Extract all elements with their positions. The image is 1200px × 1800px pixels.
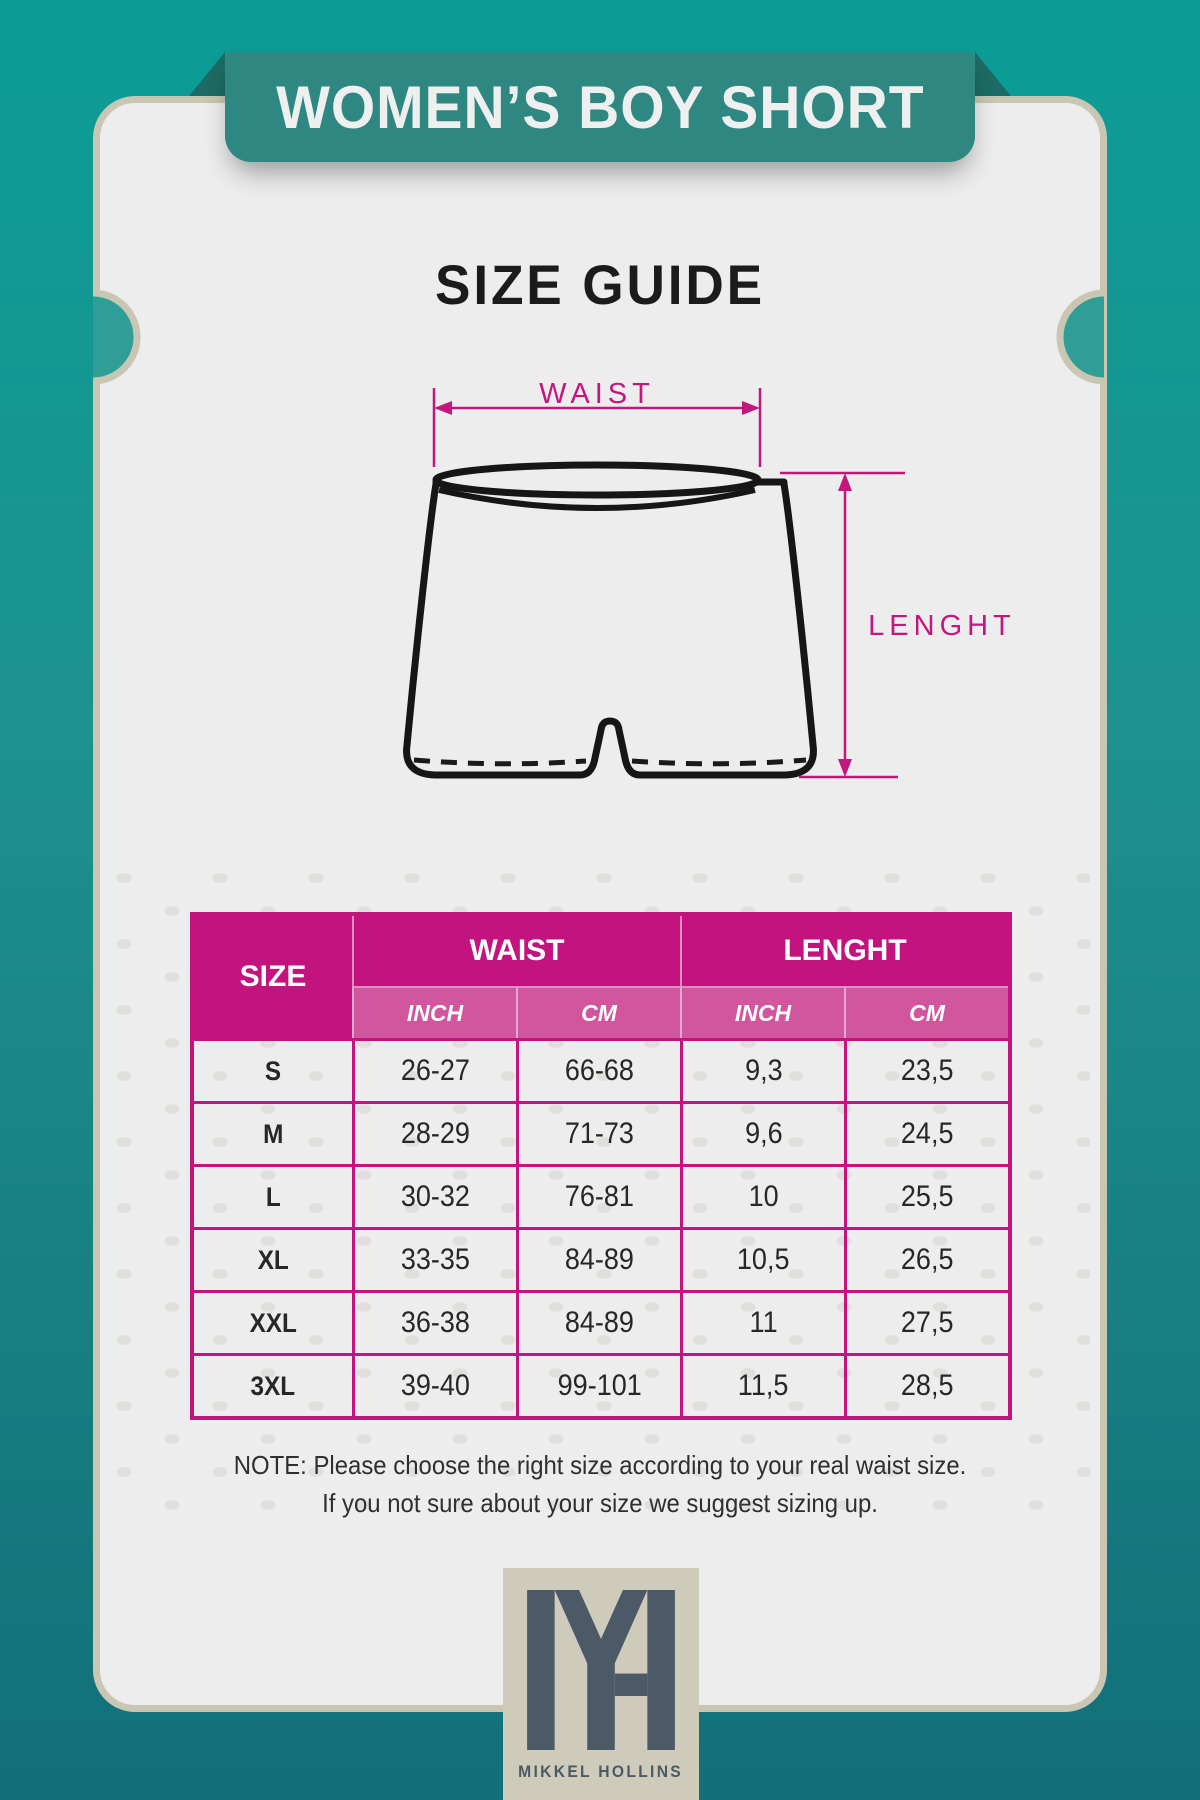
table-cell: 39-40 (352, 1353, 516, 1416)
table-row-size: 3XL (194, 1353, 352, 1416)
table-cell: 99-101 (516, 1353, 680, 1416)
table-cell: 26-27 (352, 1038, 516, 1101)
page-title: SIZE GUIDE (434, 253, 766, 316)
size-table: SIZE WAIST LENGHT INCH CM INCH CM S 26-2… (190, 912, 1012, 1420)
table-cell: 66-68 (516, 1038, 680, 1101)
table-header-size: SIZE (194, 916, 352, 1038)
table-cell: 28-29 (352, 1101, 516, 1164)
brand-name: MIKKEL HOLLINS (518, 1762, 684, 1781)
table-row-size: XXL (194, 1290, 352, 1353)
subheader-length-cm: CM (844, 986, 1008, 1038)
subheader-waist-inch: INCH (352, 986, 516, 1038)
length-arrow (780, 471, 905, 779)
table-cell: 25,5 (844, 1164, 1008, 1227)
table-cell: 28,5 (844, 1353, 1008, 1416)
table-cell: 9,6 (680, 1101, 844, 1164)
table-cell: 30-32 (352, 1164, 516, 1227)
table-cell: 36-38 (352, 1290, 516, 1353)
table-header-waist: WAIST (352, 916, 680, 986)
waist-arrow (432, 388, 762, 467)
right-edge-notch (1056, 289, 1105, 385)
subheader-waist-cm: CM (516, 986, 680, 1038)
left-edge-notch (92, 289, 141, 385)
table-row-size: L (194, 1164, 352, 1227)
note-line-1: NOTE: Please choose the right size accor… (233, 1450, 967, 1480)
table-cell: 11,5 (680, 1353, 844, 1416)
table-cell: 84-89 (516, 1290, 680, 1353)
table-cell: 10 (680, 1164, 844, 1227)
length-arrowheads (838, 473, 852, 777)
table-cell: 23,5 (844, 1038, 1008, 1101)
waist-dimension-label: WAIST (539, 378, 655, 410)
title-banner: WOMEN’S BOY SHORT (225, 52, 975, 162)
table-cell: 24,5 (844, 1101, 1008, 1164)
waist-arrowheads (434, 401, 760, 415)
table-row-size: XL (194, 1227, 352, 1290)
table-cell: 26,5 (844, 1227, 1008, 1290)
length-dimension-label: LENGHT (868, 610, 1010, 642)
brand-tab: MIKKEL HOLLINS (503, 1568, 699, 1800)
subheader-length-inch: INCH (680, 986, 844, 1038)
table-cell: 9,3 (680, 1038, 844, 1101)
mh-monogram-logo (527, 1590, 675, 1750)
note-line-2: If you not sure about your size we sugge… (322, 1487, 878, 1518)
table-cell: 27,5 (844, 1290, 1008, 1353)
sizing-note: NOTE: Please choose the right size accor… (100, 1447, 1100, 1522)
boy-short-drawing (403, 461, 817, 779)
table-cell: 84-89 (516, 1227, 680, 1290)
table-row-size: S (194, 1038, 352, 1101)
table-row-size: M (194, 1101, 352, 1164)
table-cell: 11 (680, 1290, 844, 1353)
product-title: WOMEN’S BOY SHORT (275, 73, 925, 141)
table-cell: 76-81 (516, 1164, 680, 1227)
ribbon-fold-right (975, 52, 1011, 96)
shorts-measurement-diagram: WAIST LENGHT (403, 378, 1010, 779)
table-cell: 33-35 (352, 1227, 516, 1290)
table-header-length: LENGHT (680, 916, 1008, 986)
table-cell: 71-73 (516, 1101, 680, 1164)
table-cell: 10,5 (680, 1227, 844, 1290)
ribbon-fold-left (189, 52, 225, 96)
